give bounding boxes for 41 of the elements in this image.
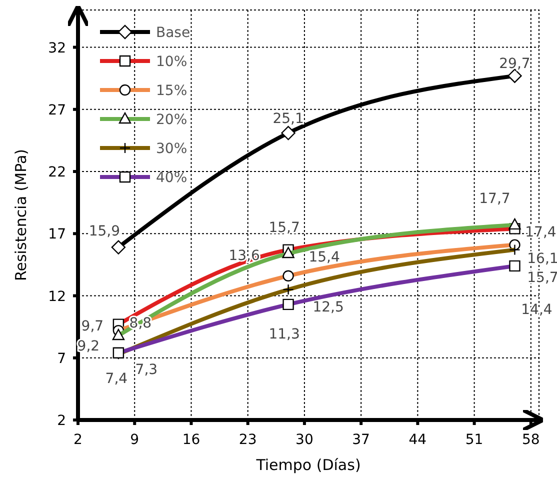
y-tick-label: 32 (48, 40, 66, 56)
legend-label: 10% (156, 54, 188, 70)
data-label: 13,6 (228, 248, 260, 264)
y-tick-label: 7 (57, 350, 66, 367)
y-tick-label: 27 (48, 102, 66, 118)
x-tick-label: 2 (74, 432, 82, 448)
data-label: 15,7 (527, 270, 557, 286)
data-label: 15,7 (268, 220, 300, 236)
data-label: 17,7 (479, 190, 510, 207)
legend-label: 30% (156, 141, 188, 157)
data-label: 9,7 (81, 318, 104, 334)
data-label: 16,1 (527, 250, 557, 267)
y-tick-label: 17 (48, 226, 66, 243)
x-axis-title: Tiempo (Días) (255, 456, 361, 474)
data-label: 7,3 (135, 362, 158, 378)
y-tick-label: 12 (48, 288, 66, 305)
legend-label: 40% (156, 170, 188, 186)
x-tick-label: 16 (182, 432, 200, 448)
data-label: 8,8 (129, 316, 152, 332)
x-tick-label: 37 (352, 432, 370, 448)
x-tick-label: 44 (408, 432, 427, 448)
y-tick-label: 2 (57, 413, 66, 429)
data-label: 12,5 (312, 300, 344, 316)
y-axis-title: Resistencia (MPa) (12, 149, 30, 281)
data-label: 11,3 (268, 326, 300, 342)
data-label: 17,4 (525, 224, 556, 241)
x-tick-label: 51 (465, 432, 484, 448)
data-label: 15,9 (88, 223, 120, 240)
data-label: 7,4 (105, 370, 128, 387)
y-tick-label: 22 (48, 164, 66, 181)
x-tick-label: 9 (130, 432, 140, 448)
legend-label: 20% (156, 112, 188, 128)
data-label: 29,7 (499, 56, 530, 72)
legend-label: 15% (156, 83, 188, 99)
x-tick-label: 23 (238, 432, 257, 448)
data-label: 15,4 (308, 250, 340, 266)
legend-label: Base (156, 25, 190, 41)
data-label: 25,1 (272, 111, 304, 127)
data-label: 14,4 (521, 302, 552, 318)
x-tick-label: 58 (522, 432, 540, 448)
x-tick-label: 30 (296, 432, 314, 448)
